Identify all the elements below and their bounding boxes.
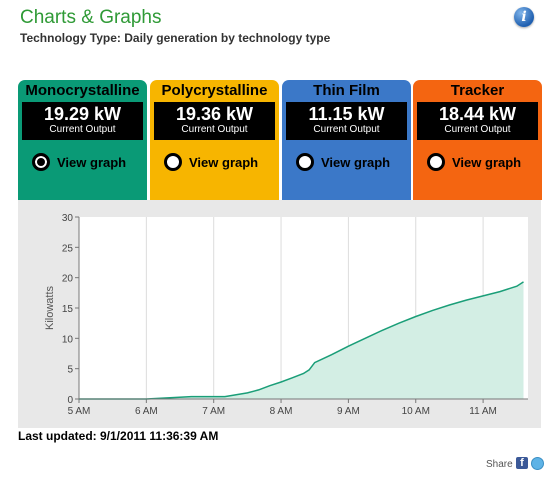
current-output-caption: Current Output xyxy=(313,124,380,135)
current-output-value: 19.29 kW xyxy=(43,104,122,124)
radio-icon[interactable] xyxy=(32,153,50,171)
view-graph-label[interactable]: View graph xyxy=(189,154,259,170)
radio-icon[interactable] xyxy=(296,153,314,171)
series-area xyxy=(79,281,524,399)
y-tick-label: 20 xyxy=(62,274,74,285)
output-panel: 18.44 kW Current Output xyxy=(417,102,538,140)
current-output-value: 18.44 kW xyxy=(438,104,517,124)
view-graph-thin-film[interactable]: View graph xyxy=(296,150,390,174)
x-tick-label: 7 AM xyxy=(202,406,225,417)
x-tick-label: 5 AM xyxy=(68,406,91,417)
y-tick-label: 5 xyxy=(67,365,73,376)
card-polycrystalline: Polycrystalline 19.36 kW Current Output … xyxy=(150,80,279,200)
y-tick-label: 25 xyxy=(62,243,74,254)
x-tick-label: 10 AM xyxy=(402,406,430,417)
view-graph-label[interactable]: View graph xyxy=(57,154,127,170)
series-line xyxy=(79,281,524,400)
y-axis-label: Kilowatts xyxy=(44,285,56,330)
card-title: Monocrystalline xyxy=(25,82,140,99)
card-tracker: Tracker 18.44 kW Current Output View gra… xyxy=(413,80,542,200)
radio-icon[interactable] xyxy=(427,153,445,171)
view-graph-polycrystalline[interactable]: View graph xyxy=(164,150,258,174)
x-tick-label: 8 AM xyxy=(270,406,293,417)
view-graph-monocrystalline[interactable]: View graph xyxy=(32,150,126,174)
radio-icon[interactable] xyxy=(164,153,182,171)
page-subtitle: Technology Type: Daily generation by tec… xyxy=(20,31,331,45)
current-output-caption: Current Output xyxy=(49,124,116,135)
facebook-icon[interactable]: f xyxy=(516,457,528,469)
y-tick-label: 0 xyxy=(67,395,73,406)
x-tick-label: 11 AM xyxy=(469,406,497,417)
chart-container: 0 5 10 15 20 25 30 5 AM 6 AM 7 AM 8 AM 9 AM 10 AM 11 … xyxy=(18,200,541,428)
card-title: Polycrystalline xyxy=(161,82,268,99)
y-tick-label: 15 xyxy=(62,304,74,315)
current-output-value: 19.36 kW xyxy=(175,104,254,124)
x-tick-label: 9 AM xyxy=(337,406,360,417)
card-title: Tracker xyxy=(450,82,505,99)
current-output-caption: Current Output xyxy=(181,124,248,135)
info-icon[interactable]: i xyxy=(514,7,534,27)
output-panel: 19.36 kW Current Output xyxy=(154,102,275,140)
output-panel: 19.29 kW Current Output xyxy=(22,102,143,140)
y-tick-label: 30 xyxy=(62,213,74,224)
view-graph-label[interactable]: View graph xyxy=(321,154,391,170)
generation-chart: 0 5 10 15 20 25 30 5 AM 6 AM 7 AM 8 AM 9 AM 10 AM 11 … xyxy=(44,213,528,417)
y-tick-label: 10 xyxy=(62,334,74,345)
current-output-value: 11.15 kW xyxy=(308,104,385,124)
page-title: Charts & Graphs xyxy=(20,7,162,28)
current-output-caption: Current Output xyxy=(444,124,511,135)
card-title: Thin Film xyxy=(313,82,380,99)
output-panel: 11.15 kW Current Output xyxy=(286,102,407,140)
view-graph-label[interactable]: View graph xyxy=(452,154,522,170)
card-monocrystalline: Monocrystalline 19.29 kW Current Output … xyxy=(18,80,147,200)
x-tick-label: 6 AM xyxy=(135,406,158,417)
share-label[interactable]: Share xyxy=(486,459,513,470)
card-thin-film: Thin Film 11.15 kW Current Output View g… xyxy=(282,80,411,200)
last-updated: Last updated: 9/1/2011 11:36:39 AM xyxy=(18,429,219,443)
twitter-icon[interactable] xyxy=(531,457,544,470)
view-graph-tracker[interactable]: View graph xyxy=(427,150,521,174)
